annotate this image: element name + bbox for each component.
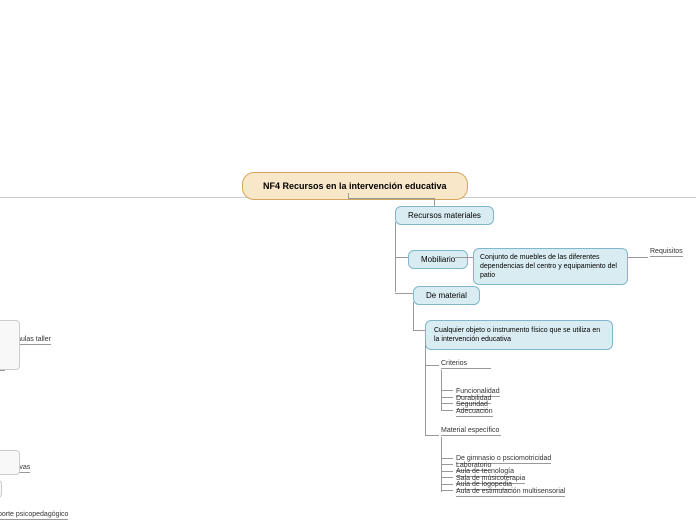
matesp-item-6: Aula de estimulación multisensorial <box>456 488 565 497</box>
conn-me-1 <box>441 458 453 459</box>
material-especifico-header-text: Material específico <box>441 427 501 436</box>
criterios-header-text: Criterios <box>441 360 491 369</box>
left-partial-box-2 <box>0 450 20 475</box>
conn-me-5 <box>441 484 453 485</box>
criterios-item-4: Adecuación <box>456 408 493 417</box>
conn-crit-i3 <box>441 403 453 404</box>
conn-crit-i4 <box>441 410 453 411</box>
mobiliario-desc-node: Conjunto de muebles de las diferentes de… <box>473 248 628 285</box>
de-material-label: De material <box>426 291 467 300</box>
mobiliario-node: Mobiliario <box>408 250 468 269</box>
conn-root-right <box>348 198 434 199</box>
requisitos-leaf: Requisitos <box>650 248 683 257</box>
criterios-header: Criterios <box>441 360 491 369</box>
conn-mob-h <box>395 257 408 258</box>
recursos-materiales-label: Recursos materiales <box>408 211 481 220</box>
recursos-materiales-node: Recursos materiales <box>395 206 494 225</box>
conn-demat-desc <box>413 330 425 331</box>
conn-rm-down <box>434 198 435 206</box>
conn-demat-h <box>395 293 413 294</box>
conn-mob-desc <box>455 257 473 258</box>
left-frag-6: porte psicopedagógico <box>0 511 68 520</box>
conn-me-2 <box>441 464 453 465</box>
de-material-node: De material <box>413 286 480 305</box>
conn-me-3 <box>441 471 453 472</box>
mobiliario-desc: Conjunto de muebles de las diferentes de… <box>480 254 617 279</box>
material-especifico-header: Material específico <box>441 427 501 436</box>
root-node: NF4 Recursos en la intervención educativ… <box>242 172 468 200</box>
conn-crit-i2 <box>441 397 453 398</box>
de-material-desc-node: Cualquier objeto o instrumento físico qu… <box>425 320 613 350</box>
mobiliario-label: Mobiliario <box>421 255 455 264</box>
conn-crit-i1 <box>441 390 453 391</box>
requisitos-text: Requisitos <box>650 248 683 257</box>
root-title: NF4 Recursos en la intervención educativ… <box>263 181 447 191</box>
de-material-desc: Cualquier objeto o instrumento físico qu… <box>434 327 600 343</box>
left-partial-box-1 <box>0 320 20 370</box>
conn-crit-h <box>425 365 439 366</box>
left-partial-box-3 <box>0 480 2 498</box>
conn-me-4 <box>441 477 453 478</box>
conn-demat-v <box>413 302 414 330</box>
conn-me-6 <box>441 490 453 491</box>
conn-desc-v <box>425 340 426 435</box>
conn-matesp-h <box>425 435 439 436</box>
conn-req <box>628 257 648 258</box>
